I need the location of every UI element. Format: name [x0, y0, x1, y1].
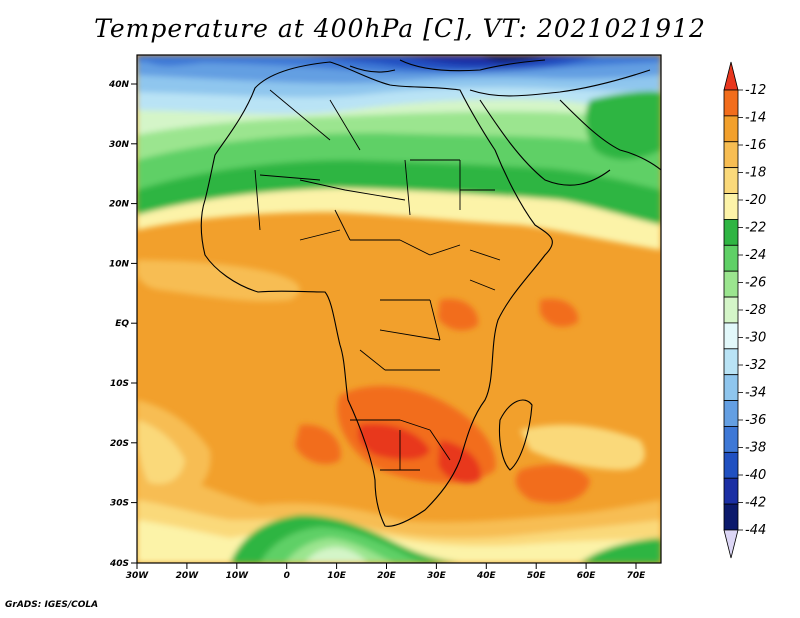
lon-tick-label: 30E [427, 571, 447, 581]
colorbar-swatch [723, 374, 739, 401]
plot-frame [136, 54, 662, 564]
lon-tick-label: 10W [226, 571, 250, 581]
colorbar-label: -38 [745, 441, 766, 456]
lat-tick-label: 10S [110, 379, 129, 389]
coastlines [200, 59, 661, 527]
lon-tick-label: 30W [126, 571, 150, 581]
latitude-axis: 40N 30N 20N 10N EQ 10S 20S 30S 40S [108, 80, 137, 569]
lon-tick-label: 60E [577, 571, 597, 581]
colorbar-label: -30 [745, 331, 766, 346]
colorbar: -12 -14 -16 -18 -20 -22 -24 -26 -28 -30 -32 -34 -36 -… [723, 61, 766, 559]
colorbar-swatch [723, 503, 739, 531]
colorbar-label: -42 [745, 496, 766, 511]
colorbar-label: -16 [745, 138, 766, 153]
colorbar-swatch [723, 89, 739, 117]
colorbar-swatch [723, 270, 739, 298]
lat-tick-label: 20S [110, 439, 129, 449]
colorbar-label: -18 [745, 166, 766, 181]
lon-tick-label: 40E [476, 571, 497, 581]
colorbar-bottom-triangle [723, 529, 739, 559]
colorbar-label: -26 [745, 276, 766, 291]
colorbar-label: -28 [745, 303, 766, 318]
lon-tick-label: 0 [284, 571, 290, 581]
colorbar-swatch [723, 426, 739, 453]
colorbar-label: -36 [745, 413, 766, 428]
lon-tick-label: 50E [527, 571, 547, 581]
map-title: Temperature at 400hPa [C], VT: 202102191… [94, 14, 706, 43]
colorbar-swatch [723, 477, 739, 505]
colorbar-swatch [723, 141, 739, 169]
lon-tick-label: 70E [627, 571, 647, 581]
colorbar-label: -32 [745, 358, 766, 373]
colorbar-label: -14 [745, 111, 766, 126]
colorbar-label: -40 [745, 468, 766, 483]
grads-credit: GrADS: IGES/COLA [5, 600, 99, 610]
colorbar-swatch [723, 296, 739, 324]
colorbar-label: -34 [745, 386, 766, 401]
colorbar-swatch [723, 219, 739, 246]
colorbar-swatch [723, 115, 739, 143]
longitude-axis: 30W 20W 10W 0 10E 20E 30E 40E 50E 60E 70E [126, 563, 646, 581]
lat-tick-label: 40S [109, 559, 129, 569]
lat-tick-label: EQ [115, 319, 129, 329]
lon-tick-label: 20E [377, 571, 397, 581]
colorbar-top-triangle [723, 61, 739, 91]
lat-tick-label: 30S [110, 499, 129, 509]
colorbar-label: -22 [745, 221, 766, 236]
lat-tick-label: 20N [109, 200, 130, 210]
colorbar-swatch [723, 451, 739, 479]
lat-tick-label: 30N [109, 140, 130, 150]
colorbar-swatch [723, 322, 739, 350]
temperature-field [137, 55, 661, 563]
colorbar-label: -44 [745, 523, 766, 538]
colorbar-swatch [723, 244, 739, 272]
colorbar-label: -20 [745, 193, 766, 208]
colorbar-swatch [723, 193, 739, 220]
lon-tick-label: 20W [176, 571, 200, 581]
lat-tick-label: 10N [109, 259, 130, 269]
lat-tick-label: 40N [108, 80, 130, 90]
colorbar-swatch [723, 167, 739, 194]
colorbar-swatch [723, 400, 739, 427]
colorbar-label: -12 [745, 83, 766, 98]
lon-tick-label: 10E [327, 571, 347, 581]
colorbar-swatch [723, 348, 739, 376]
colorbar-label: -24 [745, 248, 766, 263]
country-borders [254, 89, 501, 471]
